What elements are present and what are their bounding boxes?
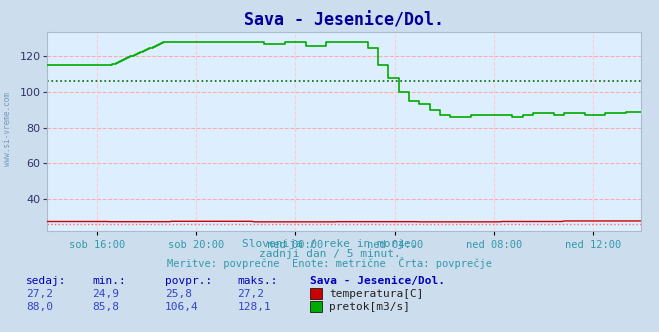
Title: Sava - Jesenice/Dol.: Sava - Jesenice/Dol. xyxy=(244,12,444,30)
Text: 88,0: 88,0 xyxy=(26,302,53,312)
Text: sedaj:: sedaj: xyxy=(26,276,67,286)
Text: 106,4: 106,4 xyxy=(165,302,198,312)
Text: Sava - Jesenice/Dol.: Sava - Jesenice/Dol. xyxy=(310,276,445,286)
Text: zadnji dan / 5 minut.: zadnji dan / 5 minut. xyxy=(258,249,401,259)
Text: pretok[m3/s]: pretok[m3/s] xyxy=(330,302,411,312)
Text: 128,1: 128,1 xyxy=(237,302,271,312)
Text: 25,8: 25,8 xyxy=(165,289,192,299)
Text: Meritve: povprečne  Enote: metrične  Črta: povprečje: Meritve: povprečne Enote: metrične Črta:… xyxy=(167,257,492,269)
Text: 85,8: 85,8 xyxy=(92,302,119,312)
Text: 27,2: 27,2 xyxy=(237,289,264,299)
Text: maks.:: maks.: xyxy=(237,276,277,286)
Text: min.:: min.: xyxy=(92,276,126,286)
Text: povpr.:: povpr.: xyxy=(165,276,212,286)
Text: temperatura[C]: temperatura[C] xyxy=(330,289,424,299)
Text: www.si-vreme.com: www.si-vreme.com xyxy=(3,93,13,166)
Text: 24,9: 24,9 xyxy=(92,289,119,299)
Text: Slovenija / reke in morje.: Slovenija / reke in morje. xyxy=(242,239,417,249)
Text: 27,2: 27,2 xyxy=(26,289,53,299)
